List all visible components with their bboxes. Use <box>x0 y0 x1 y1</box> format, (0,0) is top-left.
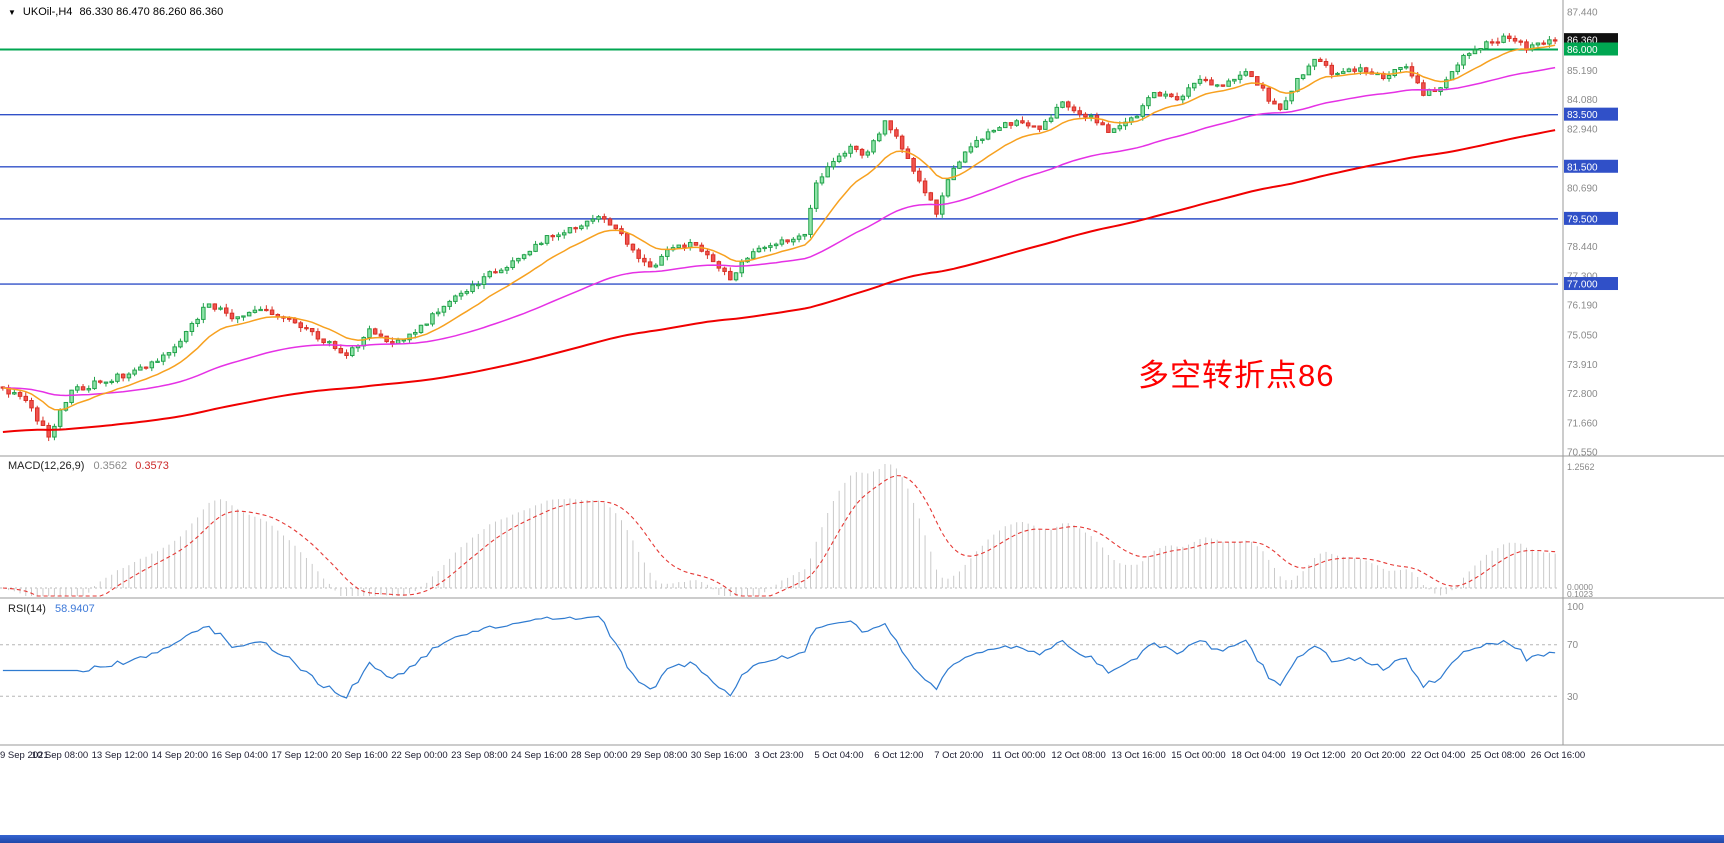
svg-text:13 Oct 16:00: 13 Oct 16:00 <box>1111 750 1165 761</box>
rsi-value: 58.9407 <box>54 603 95 615</box>
svg-text:22 Sep 00:00: 22 Sep 00:00 <box>391 750 448 761</box>
svg-text:0.0000: 0.0000 <box>1567 582 1593 592</box>
svg-text:11 Oct 00:00: 11 Oct 00:00 <box>992 750 1046 761</box>
svg-text:6 Oct 12:00: 6 Oct 12:00 <box>874 750 923 761</box>
svg-text:70: 70 <box>1567 640 1579 651</box>
svg-text:30 Sep 16:00: 30 Sep 16:00 <box>691 750 748 761</box>
symbol-title[interactable]: ▼ UKOil-,H4 86.330 86.470 86.260 86.360 <box>8 6 223 18</box>
svg-text:26 Oct 16:00: 26 Oct 16:00 <box>1531 750 1585 761</box>
svg-text:10 Sep 08:00: 10 Sep 08:00 <box>32 750 89 761</box>
svg-text:87.440: 87.440 <box>1567 7 1598 18</box>
svg-text:86.000: 86.000 <box>1567 45 1598 56</box>
svg-text:81.500: 81.500 <box>1567 162 1598 173</box>
svg-text:29 Sep 08:00: 29 Sep 08:00 <box>631 750 688 761</box>
symbol-dropdown-icon[interactable]: ▼ <box>8 7 16 17</box>
svg-text:76.190: 76.190 <box>1567 301 1598 312</box>
svg-text:73.910: 73.910 <box>1567 360 1598 371</box>
svg-text:72.800: 72.800 <box>1567 389 1598 400</box>
svg-text:18 Oct 04:00: 18 Oct 04:00 <box>1231 750 1285 761</box>
svg-text:24 Sep 16:00: 24 Sep 16:00 <box>511 750 568 761</box>
price-axis[interactable]: 87.44085.19084.08082.94080.69078.44077.3… <box>1564 7 1618 459</box>
svg-text:78.440: 78.440 <box>1567 242 1598 253</box>
svg-text:20 Sep 16:00: 20 Sep 16:00 <box>331 750 388 761</box>
svg-text:3 Oct 23:00: 3 Oct 23:00 <box>754 750 803 761</box>
svg-text:83.500: 83.500 <box>1567 110 1598 121</box>
svg-text:85.190: 85.190 <box>1567 66 1598 77</box>
symbol-ohlc-readout: 86.330 86.470 86.260 86.360 <box>79 6 224 18</box>
svg-text:25 Oct 08:00: 25 Oct 08:00 <box>1471 750 1525 761</box>
svg-text:70.550: 70.550 <box>1567 448 1598 459</box>
svg-text:14 Sep 20:00: 14 Sep 20:00 <box>152 750 209 761</box>
svg-text:20 Oct 20:00: 20 Oct 20:00 <box>1351 750 1405 761</box>
svg-text:0.1023: 0.1023 <box>1567 589 1593 599</box>
svg-text:1.2562: 1.2562 <box>1567 462 1595 472</box>
svg-text:5 Oct 04:00: 5 Oct 04:00 <box>814 750 863 761</box>
moving-average-lines <box>2 44 1556 433</box>
panel-separators <box>0 0 1724 746</box>
svg-text:15 Oct 00:00: 15 Oct 00:00 <box>1171 750 1225 761</box>
macd-value-signal: 0.3573 <box>135 460 169 472</box>
svg-text:71.660: 71.660 <box>1567 419 1598 430</box>
svg-text:23 Sep 08:00: 23 Sep 08:00 <box>451 750 508 761</box>
svg-text:13 Sep 12:00: 13 Sep 12:00 <box>92 750 149 761</box>
svg-text:77.000: 77.000 <box>1567 280 1598 291</box>
svg-text:28 Sep 00:00: 28 Sep 00:00 <box>571 750 628 761</box>
svg-text:12 Oct 08:00: 12 Oct 08:00 <box>1051 750 1105 761</box>
svg-text:84.080: 84.080 <box>1567 95 1598 106</box>
taskbar[interactable] <box>0 835 1724 843</box>
svg-text:17 Sep 12:00: 17 Sep 12:00 <box>271 750 328 761</box>
svg-text:22 Oct 04:00: 22 Oct 04:00 <box>1411 750 1465 761</box>
macd-name: MACD(12,26,9) <box>8 460 85 472</box>
svg-text:19 Oct 12:00: 19 Oct 12:00 <box>1291 750 1345 761</box>
horizontal-level-lines <box>0 48 1558 285</box>
svg-text:7 Oct 20:00: 7 Oct 20:00 <box>934 750 983 761</box>
macd-value-main: 0.3562 <box>93 460 128 472</box>
svg-text:80.690: 80.690 <box>1567 183 1598 194</box>
svg-text:100: 100 <box>1567 602 1584 613</box>
svg-text:79.500: 79.500 <box>1567 214 1598 225</box>
rsi-indicator: 70 30 100 <box>0 602 1584 703</box>
rsi-label: RSI(14) 58.9407 <box>8 603 95 615</box>
svg-text:75.050: 75.050 <box>1567 330 1598 341</box>
svg-text:30: 30 <box>1567 692 1579 703</box>
chart-annotation: 多空转折点86 <box>1138 358 1335 393</box>
svg-text:86.360: 86.360 <box>1567 36 1598 47</box>
svg-text:16 Sep 04:00: 16 Sep 04:00 <box>211 750 268 761</box>
rsi-name: RSI(14) <box>8 603 46 615</box>
macd-label: MACD(12,26,9) 0.3562 0.3573 <box>8 460 169 472</box>
svg-text:82.940: 82.940 <box>1567 125 1598 136</box>
symbol-name: UKOil-,H4 <box>22 6 73 18</box>
svg-text:9 Sep 2021: 9 Sep 2021 <box>0 750 49 761</box>
